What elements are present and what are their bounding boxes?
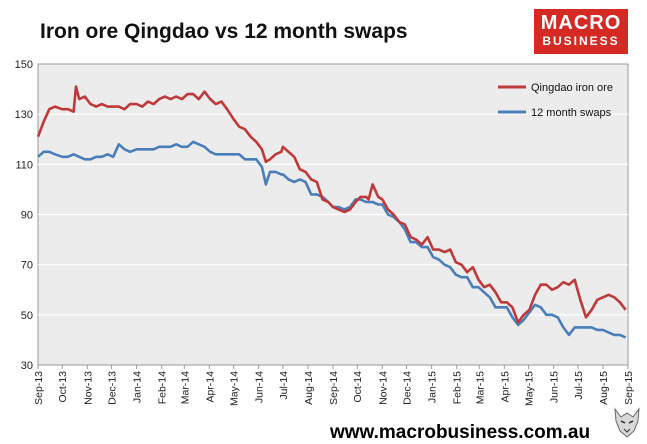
x-tick-label: Jun-14 — [254, 371, 266, 403]
x-tick-label: Sep-14 — [328, 371, 340, 405]
y-tick-label: 150 — [15, 59, 33, 71]
x-axis-ticks: Sep-13 Oct-13 Nov-13 Dec-13 Jan-14 Feb-14 Mar-… — [33, 365, 635, 406]
x-tick-label: Nov-13 — [82, 371, 94, 405]
x-tick-label: Mar-15 — [474, 371, 486, 404]
y-axis-ticks: 30 50 70 90 110 130 150 — [15, 59, 33, 372]
macrobusiness-logo: MACRO BUSINESS — [534, 9, 628, 54]
x-tick-label: May-15 — [524, 371, 536, 406]
x-tick-label: Jan-15 — [427, 371, 439, 403]
y-tick-label: 130 — [15, 109, 33, 121]
x-tick-label: Oct-14 — [352, 371, 364, 403]
x-tick-label: Jan-14 — [132, 371, 144, 403]
x-tick-label: Dec-14 — [402, 371, 414, 405]
gridlines — [38, 113, 628, 316]
x-tick-label: Apr-14 — [204, 371, 216, 403]
x-tick-label: Oct-13 — [57, 371, 69, 403]
x-tick-label: Sep-13 — [33, 371, 45, 405]
x-tick-label: Jul-14 — [278, 371, 290, 400]
x-tick-label: Sep-15 — [623, 371, 635, 405]
series-line-0 — [36, 85, 627, 324]
y-tick-label: 90 — [21, 210, 33, 222]
y-tick-label: 50 — [21, 310, 33, 322]
wolf-logo-icon — [612, 407, 642, 439]
x-tick-label: Feb-14 — [157, 371, 169, 404]
x-tick-label: Nov-14 — [377, 371, 389, 405]
x-tick-label: Aug-14 — [303, 371, 315, 405]
x-tick-label: Apr-15 — [499, 371, 511, 403]
legend-label-1: 12 month swaps — [531, 107, 612, 119]
y-tick-label: 30 — [21, 360, 33, 372]
x-tick-label: Mar-14 — [179, 371, 191, 404]
legend: Qingdao iron ore 12 month swaps — [498, 82, 613, 119]
x-tick-label: Dec-13 — [107, 371, 119, 405]
footer-url: www.macrobusiness.com.au — [330, 422, 591, 443]
logo-line-1: MACRO — [540, 12, 622, 34]
legend-label-0: Qingdao iron ore — [531, 82, 613, 94]
logo-line-2: BUSINESS — [542, 34, 620, 48]
x-tick-label: May-14 — [229, 371, 241, 406]
chart-title: Iron ore Qingdao vs 12 month swaps — [40, 20, 408, 43]
x-tick-label: Aug-15 — [598, 371, 610, 405]
x-tick-label: Feb-15 — [452, 371, 464, 404]
x-tick-label: Jul-15 — [573, 371, 585, 400]
series-lines — [36, 85, 627, 339]
x-tick-label: Jun-15 — [549, 371, 561, 403]
y-tick-label: 110 — [15, 159, 33, 171]
y-tick-label: 70 — [21, 260, 33, 272]
